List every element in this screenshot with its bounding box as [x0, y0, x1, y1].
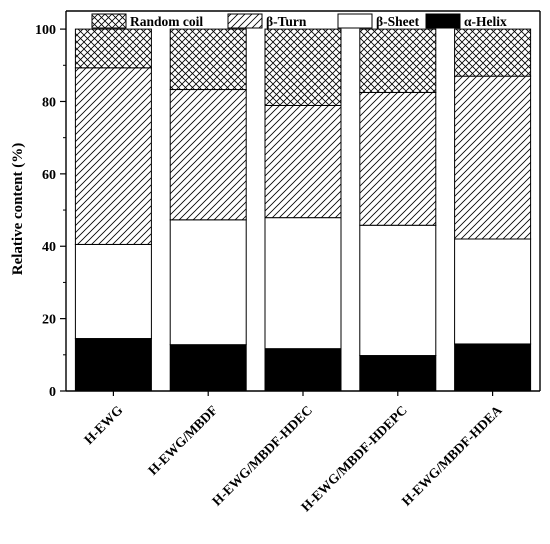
bar-segment-beta-sheet-h-ewg — [74, 243, 152, 340]
legend-swatch-beta-turn — [227, 13, 263, 29]
bar-segment-random-coil-h-ewg-mbdf — [169, 28, 247, 91]
y-tick-label-80: 80 — [42, 95, 56, 110]
x-tick-label-h-ewg-mbdf-hdec: H-EWG/MBDF-HDEC — [209, 403, 315, 509]
legend-swatch-alpha-helix — [425, 13, 461, 29]
y-tick-label-40: 40 — [42, 240, 56, 255]
y-tick-label-60: 60 — [42, 168, 56, 183]
y-axis-title: Relative content (%) — [10, 143, 26, 275]
x-tick-label-h-ewg: H-EWG — [81, 402, 126, 447]
legend-label-beta-sheet: β-Sheet — [376, 14, 420, 29]
y-tick-label-100: 100 — [35, 23, 56, 38]
x-tick-label-h-ewg-mbdf: H-EWG/MBDF — [145, 403, 220, 478]
bar-segment-beta-turn-h-ewg-mbdf — [169, 89, 247, 221]
legend-label-alpha-helix: α-Helix — [464, 14, 507, 29]
y-tick-label-0: 0 — [49, 385, 56, 400]
bar-segment-beta-sheet-h-ewg-mbdf — [169, 219, 247, 346]
bar-segment-alpha-helix-h-ewg-mbdf-hdepc — [359, 355, 437, 392]
legend-label-beta-turn: β-Turn — [266, 14, 307, 29]
bar-segment-alpha-helix-h-ewg-mbdf-hdea — [454, 343, 532, 392]
bar-segment-beta-turn-h-ewg — [74, 67, 152, 245]
bar-segment-alpha-helix-h-ewg-mbdf — [169, 344, 247, 392]
x-tick-label-h-ewg-mbdf-hdea: H-EWG/MBDF-HDEA — [399, 402, 505, 508]
bar-segment-alpha-helix-h-ewg — [74, 338, 152, 392]
bar-segment-beta-turn-h-ewg-mbdf-hdec — [264, 104, 342, 219]
bar-segment-beta-sheet-h-ewg-mbdf-hdec — [264, 217, 342, 350]
legend-label-random-coil: Random coil — [130, 14, 203, 29]
bar-segment-random-coil-h-ewg-mbdf-hdec — [264, 28, 342, 106]
bars — [74, 28, 532, 392]
bar-segment-beta-turn-h-ewg-mbdf-hdea — [454, 75, 532, 240]
bar-segment-random-coil-h-ewg — [74, 28, 152, 69]
legend-swatch-beta-sheet — [337, 13, 373, 29]
y-tick-label-20: 20 — [42, 313, 56, 328]
x-tick-label-h-ewg-mbdf-hdepc: H-EWG/MBDF-HDEPC — [298, 403, 410, 515]
legend-swatch-random-coil — [91, 13, 127, 29]
bar-segment-random-coil-h-ewg-mbdf-hdepc — [359, 28, 437, 93]
bar-segment-beta-sheet-h-ewg-mbdf-hdea — [454, 238, 532, 345]
legend: Random coil β-Turn β-Sheet α-Helix — [91, 13, 507, 29]
bar-segment-random-coil-h-ewg-mbdf-hdea — [454, 28, 532, 77]
bar-segment-alpha-helix-h-ewg-mbdf-hdec — [264, 348, 342, 392]
bar-segment-beta-turn-h-ewg-mbdf-hdepc — [359, 91, 437, 226]
bar-segment-beta-sheet-h-ewg-mbdf-hdepc — [359, 224, 437, 357]
